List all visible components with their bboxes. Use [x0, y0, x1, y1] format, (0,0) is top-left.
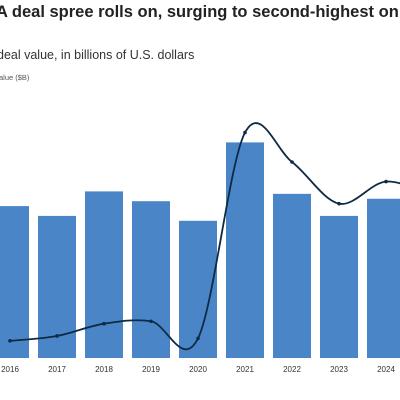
- bar-2018: [85, 191, 123, 358]
- line-series: [9, 122, 400, 350]
- x-tick-2016: 2016: [1, 365, 19, 374]
- line-point-2022: [290, 160, 294, 164]
- x-tick-2021: 2021: [236, 365, 254, 374]
- bar-2016: [0, 206, 29, 358]
- series-label: alue ($B): [0, 73, 30, 82]
- x-tick-2018: 2018: [95, 365, 113, 374]
- x-tick-2019: 2019: [142, 365, 160, 374]
- line-point-2016: [8, 339, 12, 343]
- x-tick-2020: 2020: [189, 365, 207, 374]
- chart-subtitle: deal value, in billions of U.S. dollars: [0, 48, 195, 62]
- bar-2024: [367, 198, 400, 358]
- line-point-2018: [102, 321, 106, 326]
- x-tick-2023: 2023: [330, 365, 348, 374]
- bars-group: [0, 142, 400, 358]
- chart-title: A deal spree rolls on, surging to second…: [0, 3, 400, 21]
- line-point-2017: [55, 334, 59, 338]
- bar-2023: [320, 215, 358, 358]
- x-tick-2022: 2022: [283, 365, 301, 374]
- bar-2021: [226, 142, 264, 358]
- line-point-2019: [149, 319, 153, 324]
- line-group: [8, 122, 400, 350]
- bar-2022: [273, 193, 311, 358]
- line-point-2023: [337, 201, 341, 206]
- x-tick-labels: 2016 2017 2018 2019 2020 2021 2022 2023 2024: [1, 365, 395, 374]
- x-tick-2017: 2017: [48, 365, 66, 374]
- line-point-2024: [384, 179, 388, 184]
- line-point-2020: [196, 336, 200, 341]
- bar-2019: [132, 201, 170, 358]
- x-tick-2024: 2024: [377, 365, 395, 374]
- line-point-2021: [243, 130, 247, 135]
